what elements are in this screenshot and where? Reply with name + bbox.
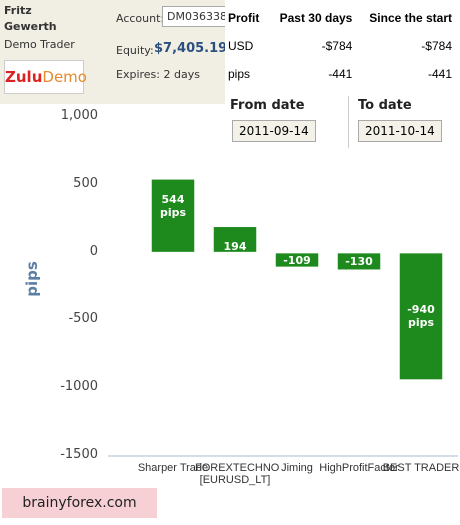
cell: pips bbox=[228, 67, 251, 81]
expires: Expires: 2 days bbox=[116, 68, 200, 81]
expires-value: 2 days bbox=[163, 68, 200, 81]
equity-value: $7,405.19 bbox=[154, 41, 228, 56]
account-panel: Fritz Gewerth Demo Trader ZuluDemo Accou… bbox=[0, 0, 232, 104]
account-value: DM036338 bbox=[162, 6, 232, 27]
y-tick-label: -1000 bbox=[60, 379, 98, 395]
to-date[interactable]: 2011-10-14 bbox=[358, 120, 442, 142]
y-tick-label: -1500 bbox=[60, 447, 98, 462]
bar bbox=[336, 251, 382, 271]
cell: -$784 bbox=[321, 39, 353, 53]
equity-label: Equity: bbox=[116, 44, 154, 57]
x-tick-label: Jiming bbox=[281, 462, 313, 474]
divider bbox=[348, 96, 349, 148]
from-date[interactable]: 2011-09-14 bbox=[232, 120, 316, 142]
cell: -$784 bbox=[421, 39, 452, 53]
user-surname: Gewerth bbox=[4, 20, 57, 33]
logo-a: Zulu bbox=[5, 68, 43, 86]
header-row: Profit Past 30 days Since the start bbox=[225, 4, 455, 32]
profit-table: Profit Past 30 days Since the start USD … bbox=[225, 4, 460, 96]
value-label: -940 pips bbox=[407, 303, 435, 330]
expires-label: Expires: bbox=[116, 68, 160, 81]
row: USD -$784 -$784 bbox=[225, 32, 455, 60]
bar bbox=[212, 225, 258, 254]
cell: USD bbox=[228, 39, 254, 53]
table: Profit Past 30 days Since the start USD … bbox=[225, 4, 455, 88]
value-label: -109 bbox=[283, 253, 311, 267]
user-name: Fritz bbox=[4, 4, 32, 17]
header-cell: Profit bbox=[228, 11, 260, 25]
row: pips -441 -441 bbox=[225, 60, 455, 88]
y-tick-label: 0 bbox=[89, 243, 98, 259]
cell: -441 bbox=[427, 67, 452, 81]
logo-b: Demo bbox=[42, 68, 87, 86]
cell: -441 bbox=[328, 67, 353, 81]
role: Demo Trader bbox=[4, 38, 75, 51]
y-tick-label: 1,000 bbox=[60, 108, 98, 123]
from-label: From date bbox=[230, 98, 305, 113]
y-tick-label: -500 bbox=[68, 311, 98, 327]
value-label: 544 pips bbox=[159, 192, 187, 219]
x-tick-label: Sharper Trade bbox=[137, 462, 209, 474]
value-label: -130 bbox=[345, 254, 373, 268]
x-tick-label: HighProfitFactor bbox=[319, 462, 399, 474]
bar bbox=[274, 251, 320, 269]
to-label: To date bbox=[358, 98, 412, 113]
value-label: 194 bbox=[223, 240, 247, 254]
header-cell: Past 30 days bbox=[279, 11, 353, 25]
y-axis-label: pips bbox=[22, 261, 41, 297]
watermark: brainyforex.com bbox=[2, 488, 157, 518]
bar bbox=[398, 251, 444, 381]
header-cell: Since the start bbox=[369, 11, 452, 25]
account-label: Account: bbox=[116, 12, 165, 25]
y-tick-label: 500 bbox=[73, 175, 98, 191]
logo: ZuluDemo bbox=[4, 60, 87, 94]
bar bbox=[150, 178, 196, 254]
x-tick-label: FOREXTECHNO [EURUSD_LT] bbox=[195, 462, 280, 486]
x-tick-label: BEST TRADER bbox=[382, 462, 460, 474]
